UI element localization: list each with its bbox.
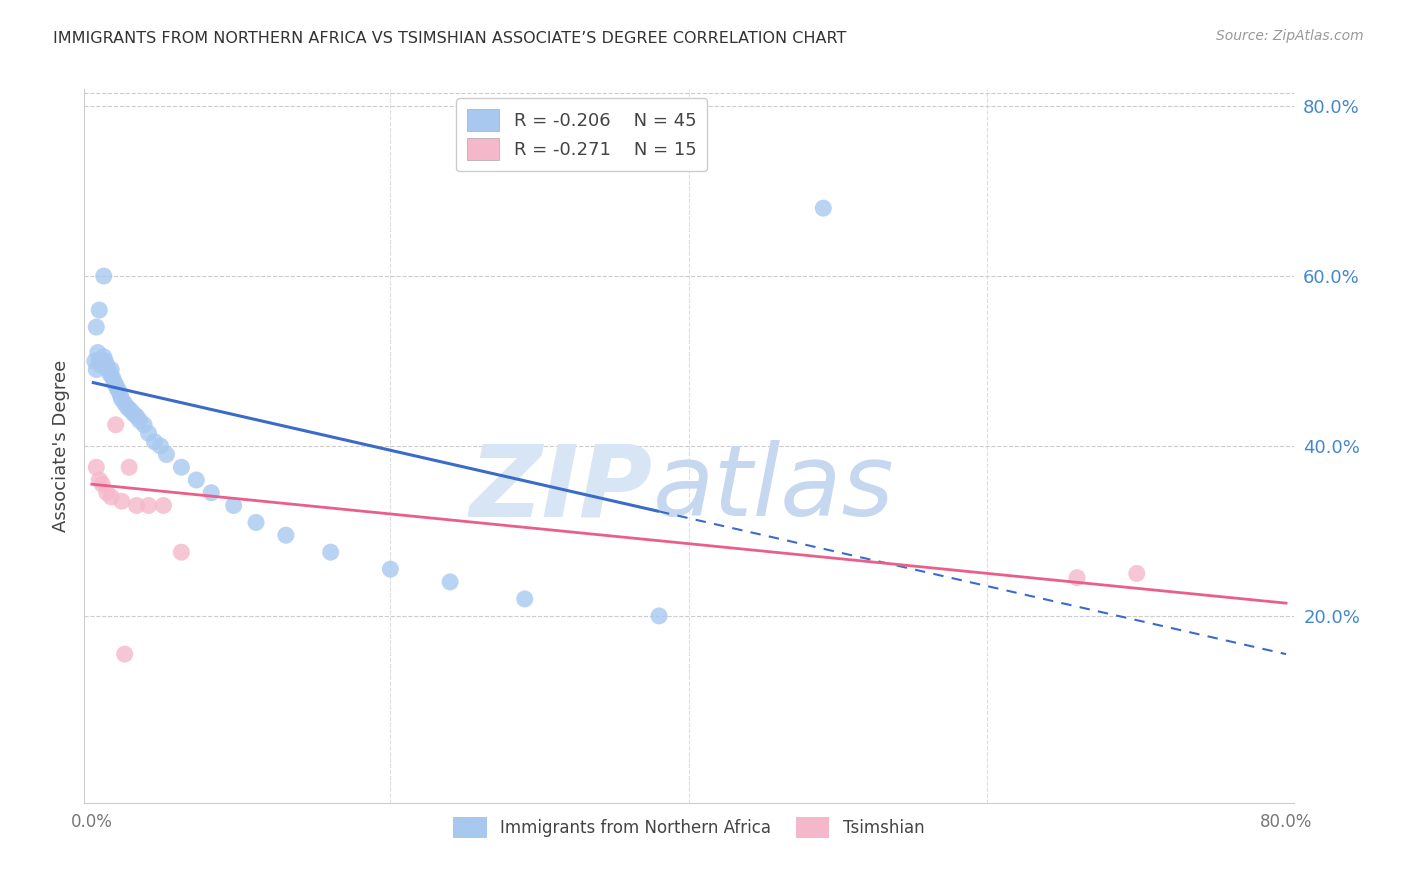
Point xyxy=(114,396,136,410)
Point xyxy=(107,384,129,398)
Point xyxy=(114,647,136,661)
Point xyxy=(100,490,122,504)
Point xyxy=(84,362,107,376)
Point xyxy=(89,354,111,368)
Point xyxy=(83,354,105,368)
Point xyxy=(222,499,245,513)
Point xyxy=(813,201,835,215)
Point xyxy=(200,485,222,500)
Point xyxy=(170,460,193,475)
Point xyxy=(513,591,536,606)
Point xyxy=(117,401,139,415)
Point xyxy=(125,409,148,424)
Point xyxy=(125,499,148,513)
Point xyxy=(138,426,160,441)
Point xyxy=(245,516,267,530)
Point xyxy=(93,269,115,284)
Point xyxy=(98,367,121,381)
Point xyxy=(122,407,145,421)
Point xyxy=(274,528,297,542)
Legend: Immigrants from Northern Africa, Tsimshian: Immigrants from Northern Africa, Tsimshi… xyxy=(447,811,931,845)
Point xyxy=(93,350,115,364)
Point xyxy=(103,376,125,390)
Point xyxy=(120,403,142,417)
Point xyxy=(170,545,193,559)
Point xyxy=(104,377,127,392)
Point xyxy=(101,371,124,385)
Point xyxy=(91,354,114,368)
Point xyxy=(89,473,111,487)
Point xyxy=(84,320,107,334)
Point xyxy=(108,388,131,402)
Point xyxy=(96,359,118,373)
Point xyxy=(149,439,172,453)
Point xyxy=(90,359,112,373)
Text: ZIP: ZIP xyxy=(470,441,652,537)
Text: atlas: atlas xyxy=(652,441,894,537)
Point xyxy=(186,473,208,487)
Point xyxy=(84,460,107,475)
Point xyxy=(152,499,174,513)
Point xyxy=(100,362,122,376)
Text: IMMIGRANTS FROM NORTHERN AFRICA VS TSIMSHIAN ASSOCIATE’S DEGREE CORRELATION CHAR: IMMIGRANTS FROM NORTHERN AFRICA VS TSIMS… xyxy=(53,31,846,46)
Point xyxy=(319,545,342,559)
Point xyxy=(128,413,150,427)
Point xyxy=(132,417,155,432)
Text: Source: ZipAtlas.com: Source: ZipAtlas.com xyxy=(1216,29,1364,43)
Point xyxy=(96,485,118,500)
Point xyxy=(89,303,111,318)
Point xyxy=(87,345,110,359)
Y-axis label: Associate's Degree: Associate's Degree xyxy=(52,359,70,533)
Point xyxy=(104,417,127,432)
Point xyxy=(138,499,160,513)
Point xyxy=(97,362,120,376)
Point xyxy=(111,392,134,407)
Point xyxy=(143,434,166,449)
Point xyxy=(94,354,117,368)
Point xyxy=(439,574,461,589)
Point xyxy=(111,494,134,508)
Point xyxy=(380,562,402,576)
Point xyxy=(118,460,141,475)
Point xyxy=(1066,571,1088,585)
Point xyxy=(105,381,128,395)
Point xyxy=(91,477,114,491)
Point xyxy=(1126,566,1149,581)
Point xyxy=(155,448,177,462)
Point xyxy=(648,608,671,623)
